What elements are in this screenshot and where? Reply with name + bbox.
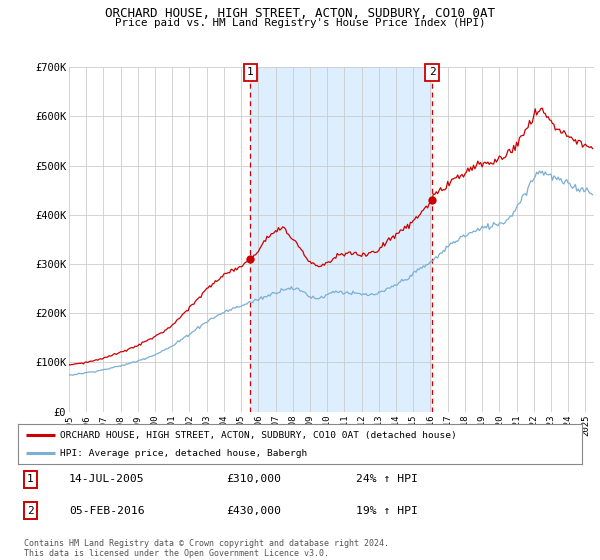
Text: 24% ↑ HPI: 24% ↑ HPI bbox=[356, 474, 418, 484]
Text: ORCHARD HOUSE, HIGH STREET, ACTON, SUDBURY, CO10 0AT: ORCHARD HOUSE, HIGH STREET, ACTON, SUDBU… bbox=[105, 7, 495, 20]
Text: Contains HM Land Registry data © Crown copyright and database right 2024.: Contains HM Land Registry data © Crown c… bbox=[24, 539, 389, 548]
Text: £430,000: £430,000 bbox=[227, 506, 281, 516]
Text: ORCHARD HOUSE, HIGH STREET, ACTON, SUDBURY, CO10 0AT (detached house): ORCHARD HOUSE, HIGH STREET, ACTON, SUDBU… bbox=[60, 431, 457, 440]
Text: 1: 1 bbox=[27, 474, 34, 484]
Text: 14-JUL-2005: 14-JUL-2005 bbox=[69, 474, 145, 484]
Text: £310,000: £310,000 bbox=[227, 474, 281, 484]
Text: HPI: Average price, detached house, Babergh: HPI: Average price, detached house, Babe… bbox=[60, 449, 308, 458]
Text: 2: 2 bbox=[27, 506, 34, 516]
Text: 05-FEB-2016: 05-FEB-2016 bbox=[69, 506, 145, 516]
Text: 1: 1 bbox=[247, 67, 254, 77]
Bar bbox=[250, 67, 432, 412]
Text: This data is licensed under the Open Government Licence v3.0.: This data is licensed under the Open Gov… bbox=[24, 549, 329, 558]
Text: 2: 2 bbox=[428, 67, 436, 77]
Text: Price paid vs. HM Land Registry's House Price Index (HPI): Price paid vs. HM Land Registry's House … bbox=[115, 18, 485, 28]
Text: 19% ↑ HPI: 19% ↑ HPI bbox=[356, 506, 418, 516]
